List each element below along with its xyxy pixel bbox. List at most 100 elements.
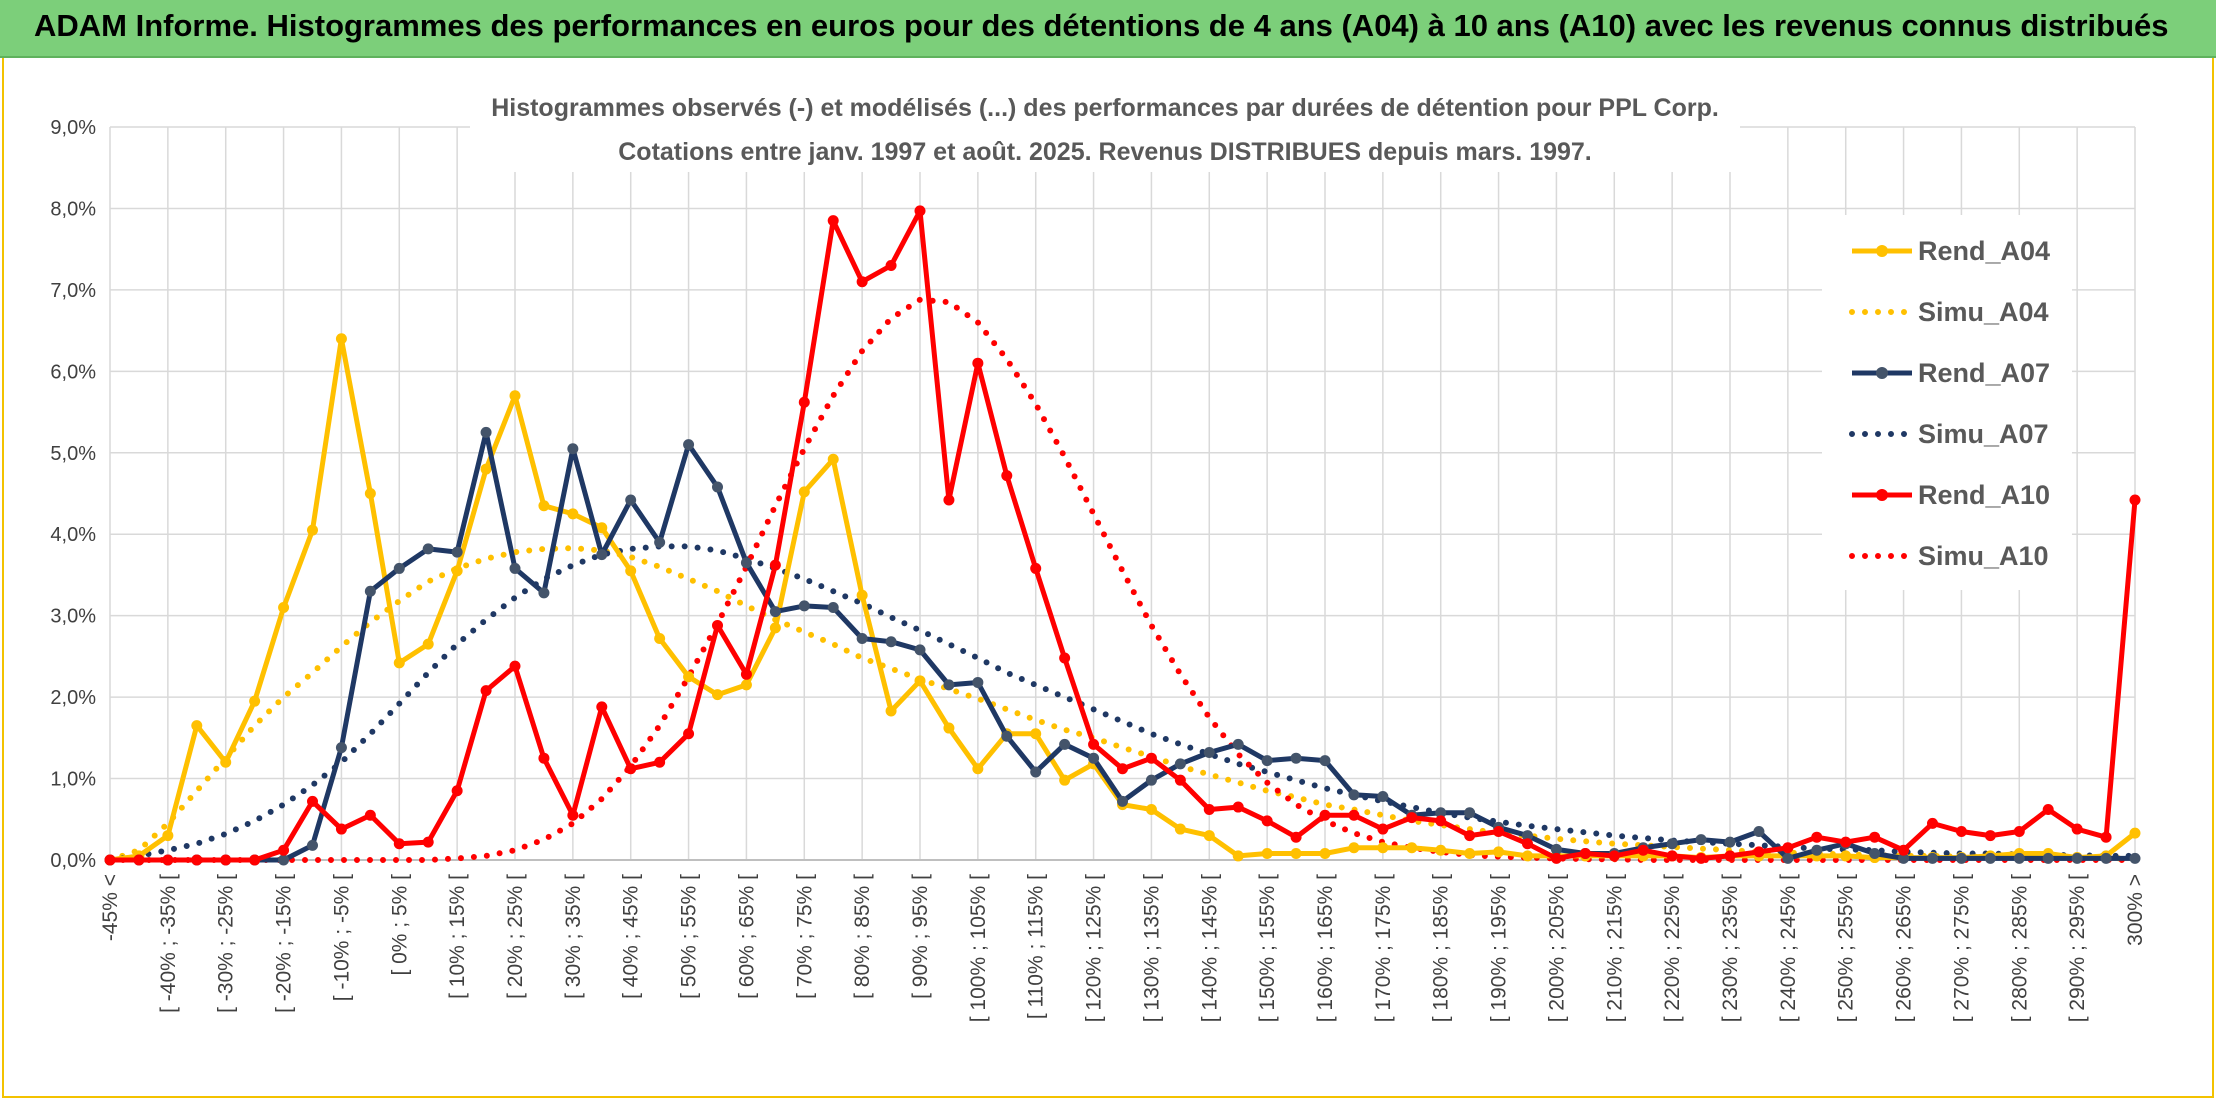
point-Rend_A04 — [654, 632, 666, 644]
legend-label: Simu_A07 — [1918, 419, 2049, 449]
point-Rend_A04 — [625, 565, 637, 577]
series-Simu_A04 — [107, 545, 2138, 863]
point-Rend_A07 — [2042, 852, 2054, 864]
point-Rend_A10 — [1753, 846, 1765, 858]
point-Rend_A10 — [393, 838, 405, 850]
point-Rend_A10 — [972, 357, 984, 369]
legend-label: Simu_A10 — [1918, 541, 2049, 571]
legend-label: Rend_A07 — [1918, 358, 2050, 388]
x-tick-label: [ -40% ; -35% [ — [157, 874, 180, 1013]
point-Rend_A04 — [827, 453, 839, 465]
point-Rend_A04 — [1435, 844, 1447, 856]
point-Rend_A07 — [914, 644, 926, 656]
point-Rend_A10 — [480, 685, 492, 697]
legend-marker — [1876, 245, 1888, 257]
point-Rend_A04 — [335, 333, 347, 345]
point-Rend_A07 — [1984, 852, 1996, 864]
point-Rend_A07 — [740, 557, 752, 569]
point-Rend_A07 — [1145, 774, 1157, 786]
point-Rend_A07 — [1377, 790, 1389, 802]
point-Rend_A07 — [509, 562, 521, 574]
point-Rend_A10 — [1637, 844, 1649, 856]
point-Rend_A04 — [712, 689, 723, 701]
point-Rend_A07 — [1753, 825, 1765, 837]
point-Rend_A10 — [538, 752, 550, 764]
point-Rend_A07 — [1059, 738, 1071, 750]
x-tick-label: [ 140% ; 145% [ — [1198, 874, 1221, 1022]
point-Rend_A04 — [191, 720, 203, 732]
x-tick-label: [ -10% ; -5% [ — [330, 874, 353, 1001]
point-Rend_A10 — [943, 494, 955, 506]
point-Rend_A10 — [1174, 774, 1186, 786]
x-tick-label: [ 70% ; 75% [ — [793, 874, 816, 999]
point-Rend_A10 — [1117, 763, 1128, 775]
axes: 0,0% 1,0% 2,0% 3,0% 4,0% 5,0% 6,0% 7,0% 8,0% 9,0%… — [50, 117, 2147, 1022]
point-Rend_A10 — [914, 205, 926, 217]
point-Rend_A07 — [683, 439, 695, 451]
point-Rend_A04 — [1840, 850, 1852, 862]
point-Rend_A04 — [740, 679, 752, 691]
y-tick-label: 8,0% — [50, 198, 96, 220]
point-Rend_A07 — [2071, 852, 2083, 864]
y-tick-label: 5,0% — [50, 443, 96, 465]
point-Rend_A10 — [1608, 850, 1620, 862]
point-Rend_A04 — [538, 500, 550, 512]
point-Rend_A07 — [1203, 746, 1215, 758]
point-Rend_A10 — [2042, 804, 2054, 816]
point-Rend_A04 — [596, 522, 608, 534]
point-Rend_A10 — [162, 854, 174, 866]
point-Rend_A10 — [856, 276, 868, 288]
point-Rend_A10 — [1782, 842, 1794, 854]
point-Rend_A04 — [451, 565, 463, 577]
chart-subtitle: Cotations entre janv. 1997 et août. 2025… — [618, 138, 1592, 166]
point-Rend_A10 — [422, 836, 434, 848]
point-Rend_A10 — [1724, 850, 1736, 862]
legend-label: Rend_A04 — [1918, 236, 2050, 266]
point-Rend_A07 — [856, 632, 868, 644]
point-Rend_A10 — [1290, 831, 1302, 843]
legend-item-Simu_A07: Simu_A07 — [1849, 419, 2049, 449]
x-tick-label: [ 40% ; 45% [ — [620, 874, 643, 999]
report-banner: ADAM Informe. Histogrammes des performan… — [0, 0, 2216, 58]
x-tick-label: [ 270% ; 275% [ — [1950, 874, 1973, 1022]
x-tick-label: [ 120% ; 125% [ — [1083, 874, 1106, 1022]
y-tick-label: 6,0% — [50, 361, 96, 383]
line-Simu_A10 — [107, 296, 2138, 863]
point-Rend_A04 — [567, 508, 579, 520]
point-Rend_A07 — [1955, 852, 1967, 864]
x-tick-label: [ 230% ; 235% [ — [1719, 874, 1742, 1022]
line-Simu_A07 — [107, 543, 2138, 863]
point-Rend_A10 — [1927, 817, 1938, 829]
point-Rend_A10 — [1377, 823, 1389, 835]
point-Rend_A10 — [1811, 831, 1823, 843]
point-Rend_A10 — [1435, 815, 1447, 827]
point-Rend_A04 — [914, 675, 926, 687]
point-Rend_A10 — [278, 844, 290, 856]
point-Rend_A04 — [1290, 847, 1302, 859]
point-Rend_A04 — [943, 722, 955, 734]
legend-item-Rend_A10: Rend_A10 — [1852, 480, 2050, 510]
point-Rend_A04 — [1406, 842, 1418, 854]
y-tick-label: 4,0% — [50, 524, 96, 546]
point-Rend_A07 — [1695, 834, 1707, 846]
point-Rend_A07 — [480, 426, 492, 438]
point-Rend_A07 — [1348, 789, 1360, 801]
x-tick-label: [ 200% ; 205% [ — [1545, 874, 1568, 1022]
point-Rend_A10 — [1059, 652, 1071, 664]
x-tick-label: 300% > — [2124, 874, 2147, 946]
point-Rend_A07 — [885, 636, 897, 648]
point-Rend_A07 — [335, 742, 347, 754]
point-Rend_A04 — [1261, 847, 1273, 859]
point-Rend_A10 — [364, 809, 376, 821]
x-tick-label: [ -30% ; -25% [ — [215, 874, 238, 1013]
point-Rend_A10 — [191, 854, 203, 866]
point-Rend_A07 — [1869, 847, 1881, 859]
legend-item-Rend_A04: Rend_A04 — [1852, 236, 2050, 266]
legend: Rend_A04 Simu_A04 Rend_A07 Simu_A07 Rend_A10… — [1822, 215, 2072, 590]
x-tick-label: [ 50% ; 55% [ — [678, 874, 701, 999]
point-Rend_A07 — [1724, 836, 1736, 848]
point-Rend_A04 — [162, 830, 174, 842]
point-Rend_A10 — [1261, 815, 1273, 827]
point-Rend_A10 — [1319, 809, 1331, 821]
